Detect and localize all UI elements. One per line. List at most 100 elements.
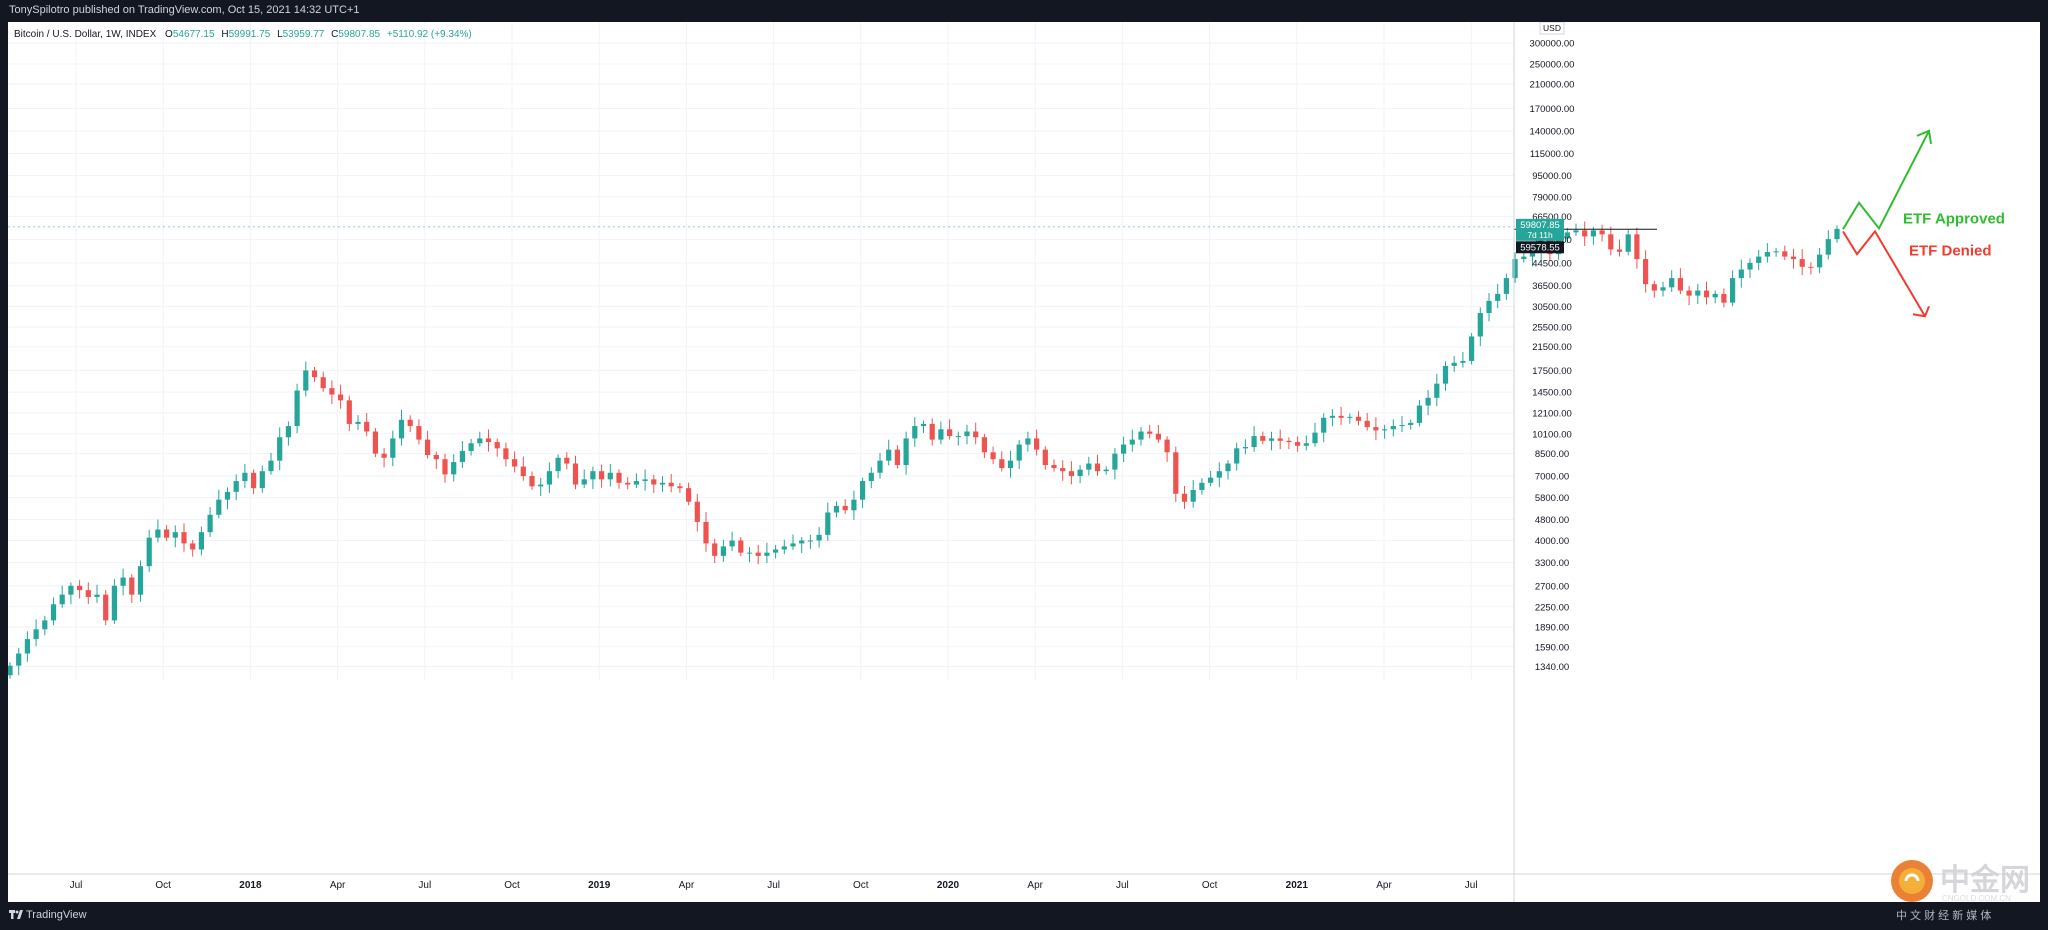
candle-body [1034,438,1040,450]
candle-body [16,653,22,666]
candle-body [1721,293,1727,303]
candle-body [503,448,509,460]
candle-body [68,585,74,595]
candle-body [155,529,161,538]
candle-body [1651,284,1657,291]
candle-body [807,540,813,542]
candle-body [1695,290,1701,296]
y-tick-label: 250000.00 [1530,60,1575,71]
candle-body [216,499,222,515]
candle-body [285,426,291,438]
candle-body [1799,259,1805,267]
cngold-watermark: 中金网 CNGOLD.COM.CN 中 文 财 经 新 媒 体 [1880,857,2048,925]
candle-body [294,390,300,427]
candle-body [842,505,848,511]
candle-body [1277,438,1283,441]
line-price-label: 59578.55 [1520,242,1560,253]
candle-body [1782,251,1788,257]
candle-body [1260,436,1266,441]
candle-body [973,431,979,438]
candle-body [1677,278,1683,291]
open-label: O [165,29,173,40]
candle-body [920,423,927,427]
candle-body [1295,442,1301,446]
candle-body [642,479,648,482]
candle-body [1181,493,1188,502]
candle-body [1469,336,1475,361]
published-caption: TonySpilotro published on TradingView.co… [9,4,360,16]
candle-body [1434,383,1440,398]
candle-body [207,514,213,533]
candle-body [346,400,352,424]
symbol-legend: Bitcoin / U.S. Dollar, 1W, INDEX O54677.… [14,29,472,40]
y-tick-label: 170000.00 [1530,104,1575,115]
candle-body [529,476,535,487]
candle-body [233,481,239,492]
candlestick-chart[interactable]: ETF Approved ETF Denied 300000.00 250000.0… [7,21,2040,902]
candle-body [1103,469,1109,472]
candle-body [546,471,552,485]
candle-body [668,482,674,487]
candle-body [1686,290,1692,296]
x-tick-label: Apr [1027,880,1043,891]
candle-body [686,488,692,502]
candle-body [1268,438,1275,441]
candle-body [1564,232,1570,239]
candle-body [1251,436,1257,448]
y-tick-label: 30500.00 [1532,302,1572,313]
candle-body [181,532,187,544]
candle-body [1599,230,1605,235]
cngold-wordmark: 中金网 [1940,863,2030,897]
candle-body [1712,293,1718,298]
candle-body [303,370,309,391]
y-tick-label: 210000.00 [1530,80,1575,91]
x-tick-label: Oct [504,880,520,891]
candle-body [372,431,378,454]
candle-body [599,471,605,480]
candle-body [311,370,318,378]
annotation-layer: ETF Approved ETF Denied [8,129,2005,318]
candle-body [277,437,283,461]
candle-body [555,457,561,472]
currency-label: USD [1543,23,1561,33]
candle-body [990,452,996,460]
candle-body [416,426,422,440]
candle-body [425,439,431,456]
candle-body [1155,433,1161,440]
y-tick-label: 17500.00 [1532,366,1572,377]
candle-body [1042,449,1048,466]
tradingview-logo[interactable]: TradingView [9,909,87,921]
etf-approved-label: ETF Approved [1903,210,2005,227]
y-tick-label: 36500.00 [1532,281,1572,292]
candle-body [1529,251,1536,257]
candle-body [633,481,639,485]
candle-body [1825,239,1831,255]
candle-body [1399,424,1405,427]
candle-body [1808,266,1814,268]
cngold-tagline: 中 文 财 经 新 媒 体 [1896,908,1991,922]
candle-body [59,594,65,605]
candle-body [729,540,735,547]
candle-body [755,552,761,556]
candle-body [1025,438,1031,445]
candle-body [485,438,492,443]
candle-body [198,532,204,550]
candle-body [451,462,457,475]
candle-body [1068,471,1074,477]
tradingview-brand: TradingView [26,909,87,921]
y-tick-label: 79000.00 [1532,192,1572,203]
candle-body [407,419,413,427]
candle-body [1625,234,1631,252]
candle-body [1521,256,1527,260]
candle-body [1147,431,1153,434]
candle-body [459,450,465,463]
candle-body [964,431,970,437]
low-value: 53959.77 [282,29,325,40]
candle-body [1817,254,1823,268]
candle-body [1460,360,1466,363]
axes: 300000.00 250000.00 210000.00 170000.00 1400… [8,21,2040,902]
candle-body [999,459,1005,469]
candle-body [1138,431,1144,440]
chart-pane[interactable]: ETF Approved ETF Denied 300000.00 250000.0… [7,21,2040,902]
candle-body [851,499,857,511]
